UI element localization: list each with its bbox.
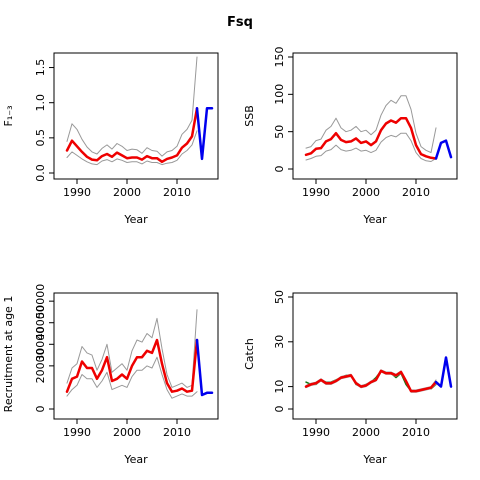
panel-f-x-axis-label: Year <box>123 213 148 226</box>
panel-ssb-plot-area: 1990 2000 2010 0 50 100 150 <box>273 47 453 199</box>
panel-f-y-tick-label: 1.5 <box>34 59 47 77</box>
panel-catch-x-tick-label: 2000 <box>352 426 380 439</box>
panel-recruitment-y-tick-label: 20000 <box>34 348 47 383</box>
panel-ssb-x-tick-label: 1990 <box>302 186 330 199</box>
panel-ssb-x-axis-label: Year <box>362 213 387 226</box>
panel-ssb-frame <box>292 52 458 180</box>
panel-f-y-tick-label: 1.0 <box>34 94 47 112</box>
panel-catch-y-tick-label: 50 <box>273 290 286 304</box>
panel-f-x-tick-label: 2010 <box>163 186 191 199</box>
panel-catch-y-tick-label: 10 <box>273 380 286 394</box>
panel-catch-series-median-line <box>304 369 438 393</box>
panel-ssb-series-lower-line <box>305 132 437 162</box>
panel-ssb-y-tick-label: 0 <box>273 166 286 173</box>
panel-f-y-tick-label: 0.5 <box>34 129 47 147</box>
panel-recruitment-x-axis-label: Year <box>123 453 148 466</box>
panel-f-series-lower-line <box>66 130 198 166</box>
figure-title: Fsq <box>227 15 253 30</box>
panel-f-series-forecast-line <box>195 107 214 161</box>
panel-ssb: 1990 2000 2010 0 50 100 150 Year SSB <box>243 47 458 226</box>
panel-catch-series-forecast-line <box>434 356 453 388</box>
panel-catch-y-tick-label: 0 <box>273 406 286 413</box>
panel-catch-x-tick-label: 1990 <box>302 426 330 439</box>
panel-ssb-y-tick-label: 150 <box>273 47 286 68</box>
panel-ssb-series-upper-line <box>305 95 437 154</box>
panel-f-frame <box>53 52 219 180</box>
panel-recruitment-series-upper-line <box>66 309 198 388</box>
panel-ssb-series-median-line <box>304 116 438 160</box>
panel-recruitment-series-forecast-line <box>195 338 214 397</box>
panel-f-series-upper-line <box>66 56 198 157</box>
panel-recruitment-x-tick-label: 1990 <box>63 426 91 439</box>
panel-catch-plot-area: 1990 2000 2010 0 10 30 50 <box>273 290 453 439</box>
panel-recruitment-x-tick-label: 2000 <box>113 426 141 439</box>
panel-recruitment-y-tick-label: 30000 <box>34 327 47 362</box>
panel-f-x-tick-label: 1990 <box>63 186 91 199</box>
panel-catch-frame <box>292 292 458 420</box>
panel-f: 1990 2000 2010 0.0 0.5 1.0 1.5 Year F₁₋₃ <box>2 52 219 226</box>
panel-ssb-series-forecast-line <box>434 139 453 160</box>
panel-catch: 1990 2000 2010 0 10 30 50 Year Catch <box>243 290 458 466</box>
panel-catch-y-tick-label: 30 <box>273 335 286 349</box>
panel-catch-x-axis-label: Year <box>362 453 387 466</box>
panel-recruitment-y-tick-label: 40000 <box>34 305 47 340</box>
panel-recruitment-y-axis-label: Recruitment at age 1 <box>2 296 15 413</box>
panel-f-plot-area: 1990 2000 2010 0.0 0.5 1.0 1.5 <box>34 56 214 199</box>
panel-f-x-tick-label: 2000 <box>113 186 141 199</box>
panel-recruitment-y-tick-label: 0 <box>34 406 47 413</box>
panel-catch-series-upper-line <box>305 369 437 391</box>
panel-catch-y-axis-label: Catch <box>243 338 256 370</box>
panel-recruitment-y-tick-label: 50000 <box>34 284 47 319</box>
panel-catch-x-tick-label: 2010 <box>402 426 430 439</box>
panel-recruitment-x-tick-label: 2010 <box>163 426 191 439</box>
panel-recruitment-series-lower-line <box>66 356 198 399</box>
panel-f-y-tick-label: 0.0 <box>34 164 47 182</box>
panel-f-series-median-line <box>65 107 199 164</box>
panel-recruitment-frame <box>53 292 219 420</box>
panel-ssb-x-tick-label: 2010 <box>402 186 430 199</box>
panel-ssb-y-tick-label: 50 <box>273 125 286 139</box>
panel-ssb-x-tick-label: 2000 <box>352 186 380 199</box>
panel-ssb-y-tick-label: 100 <box>273 84 286 105</box>
panel-recruitment-series-median-line <box>65 338 199 393</box>
panel-f-y-axis-label: F₁₋₃ <box>2 106 15 127</box>
panel-ssb-y-axis-label: SSB <box>243 105 256 127</box>
